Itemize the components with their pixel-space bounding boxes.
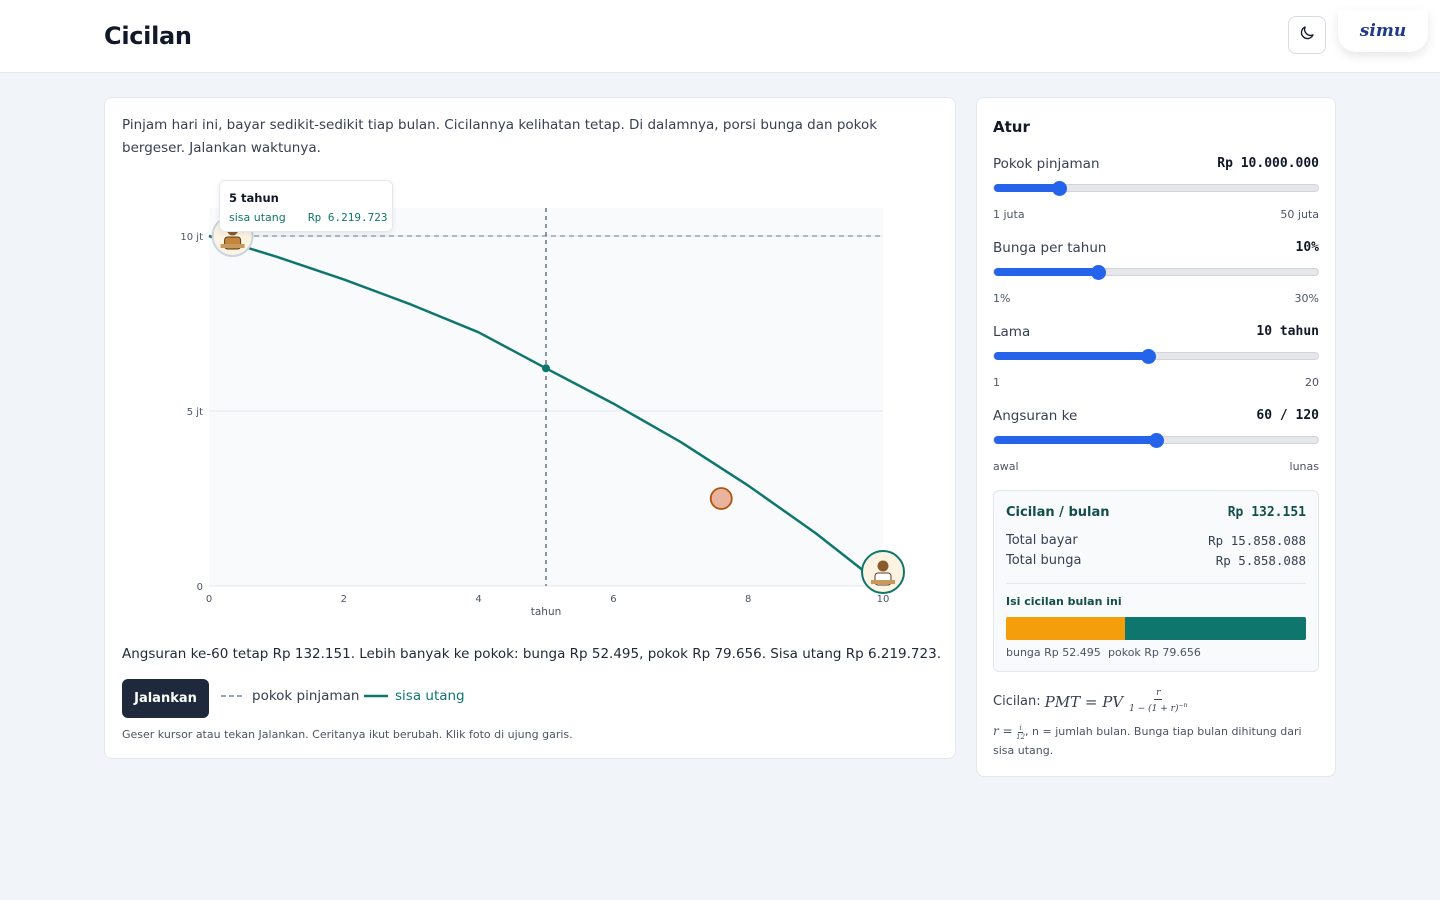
formula-numerator: r [1154, 688, 1163, 700]
avatar-desk [220, 244, 245, 248]
formula-label: Cicilan: [993, 694, 1041, 709]
interest-rate-value: 10% [1295, 240, 1319, 255]
principal-portion [1125, 617, 1306, 640]
interest-rate-slider-thumb[interactable] [1090, 265, 1106, 280]
x-tick-label: 8 [745, 594, 751, 605]
tooltip-title: 5 tahun [229, 191, 279, 205]
note-r: r = [993, 724, 1013, 738]
installment-number-value: 60 / 120 [1256, 408, 1319, 423]
formula-exponent: −n [1178, 702, 1188, 709]
principal-max: 50 juta [1280, 208, 1319, 221]
note-fraction-den: 12 [1016, 732, 1026, 741]
legend-principal-label: pokok pinjaman [252, 688, 360, 704]
theme-toggle-button[interactable] [1288, 16, 1326, 54]
payment-info-box: Cicilan / bulan Rp 132.151 Total bayar R… [993, 490, 1319, 672]
balance-chart[interactable]: 0 2 4 6 8 10 0 5 jt 10 jt tahun [105, 98, 957, 628]
installment-number-max: lunas [1289, 460, 1319, 473]
paid-off-avatar-icon[interactable] [861, 550, 905, 594]
x-tick-label: 6 [610, 594, 616, 605]
interest-rate-label: Bunga per tahun [993, 240, 1107, 256]
solid-line-icon [364, 694, 388, 698]
note-fraction: i 12 [1016, 724, 1025, 741]
payment-formula: Cicilan: PMT = PV r 1 − (1 + r)−n [993, 688, 1187, 715]
term-value: 10 tahun [1256, 324, 1319, 339]
interest-rate-min: 1% [993, 292, 1011, 305]
x-tick-label: 0 [206, 594, 212, 605]
split-title: Isi cicilan bulan ini [1006, 595, 1122, 608]
term-min: 1 [993, 376, 1000, 389]
legend-principal: pokok pinjaman [221, 688, 359, 704]
tooltip-value: Rp 6.219.723 [308, 211, 388, 224]
note-fraction-num: i [1018, 723, 1023, 733]
y-tick-label: 10 jt [180, 232, 203, 243]
term-slider-thumb[interactable] [1140, 349, 1156, 364]
top-bar: Cicilan simu [0, 0, 1440, 73]
settings-panel: Atur Pokok pinjaman Rp 10.000.000 1 juta… [976, 97, 1336, 777]
installment-number-slider-thumb[interactable] [1149, 433, 1164, 448]
formula-lhs: PMT = PV [1044, 692, 1124, 711]
avatar-frame [861, 550, 905, 594]
total-interest-label: Total bunga [1006, 553, 1082, 568]
interest-rate-max: 30% [1294, 292, 1319, 305]
hint-text: Geser kursor atau tekan Jalankan. Cerita… [122, 728, 573, 741]
installment-number-label: Angsuran ke [993, 408, 1078, 424]
cursor-point [542, 364, 550, 373]
divider [1006, 583, 1306, 584]
x-tick-label: 10 [877, 594, 890, 605]
principal-slider[interactable] [993, 181, 1319, 196]
total-pay-value: Rp 15.858.088 [1208, 533, 1306, 548]
y-tick-label: 0 [197, 582, 203, 593]
y-tick-label: 5 jt [187, 407, 203, 418]
monthly-payment-value: Rp 132.151 [1227, 505, 1306, 520]
interest-portion [1006, 617, 1126, 640]
avatar-desk [871, 580, 895, 584]
note-text: , n = jumlah bulan. Bunga tiap bulan dih… [993, 725, 1302, 757]
legend-balance-label: sisa utang [395, 688, 465, 704]
page-title: Cicilan [104, 22, 192, 50]
term-label: Lama [993, 324, 1031, 340]
installment-summary: Angsuran ke-60 tetap Rp 132.151. Lebih b… [122, 646, 941, 662]
formula-denominator: 1 − (1 + r)−n [1129, 700, 1187, 715]
intro-text: Pinjam hari ini, bayar sedikit-sedikit t… [122, 117, 878, 156]
chart-tooltip: 5 tahun sisa utang Rp 6.219.723 [219, 180, 393, 232]
legend-balance: sisa utang [364, 688, 465, 704]
installment-number-slider[interactable] [993, 433, 1319, 448]
brand-logo[interactable]: simu [1338, 10, 1428, 52]
formula-note: r = i 12, n = jumlah bulan. Bunga tiap bu… [993, 722, 1323, 760]
principal-min: 1 juta [993, 208, 1025, 221]
monthly-payment-label: Cicilan / bulan [1006, 505, 1110, 520]
interest-portion-label: bunga Rp 52.495 [1006, 646, 1101, 659]
dashed-line-icon [221, 695, 245, 697]
avatar-head [877, 560, 889, 572]
principal-label: Pokok pinjaman [993, 156, 1100, 172]
installment-number-min: awal [993, 460, 1019, 473]
principal-slider-thumb[interactable] [1051, 181, 1067, 196]
principal-value: Rp 10.000.000 [1217, 156, 1319, 171]
formula-fraction: r 1 − (1 + r)−n [1129, 688, 1187, 715]
formula-denominator-base: 1 − (1 + r) [1129, 704, 1179, 714]
main-card: Pinjam hari ini, bayar sedikit-sedikit t… [104, 97, 956, 759]
payment-split-bar [1006, 617, 1306, 640]
term-max: 20 [1305, 376, 1319, 389]
settings-title: Atur [993, 118, 1030, 136]
total-pay-label: Total bayar [1006, 533, 1078, 548]
interest-rate-slider[interactable] [993, 265, 1319, 280]
highlight-marker [709, 487, 733, 510]
tooltip-label: sisa utang [229, 211, 286, 224]
principal-portion-label: pokok Rp 79.656 [1108, 646, 1201, 659]
term-slider[interactable] [993, 349, 1319, 364]
moon-icon [1298, 24, 1316, 46]
x-tick-label: 4 [475, 594, 481, 605]
total-interest-value: Rp 5.858.088 [1215, 553, 1306, 568]
run-button[interactable]: Jalankan [122, 679, 209, 718]
x-axis-label: tahun [531, 606, 562, 618]
logo-text: simu [1359, 21, 1407, 41]
x-tick-label: 2 [341, 594, 347, 605]
